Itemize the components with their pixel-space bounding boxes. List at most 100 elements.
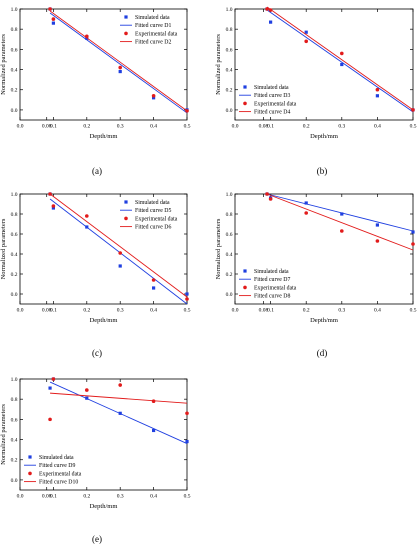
y-tick-label: 0.0 xyxy=(226,292,233,298)
legend-label: Simulated data xyxy=(254,269,289,275)
panel-label: (c) xyxy=(92,348,102,358)
y-tick-label: 0.4 xyxy=(226,68,233,74)
panel-label: (a) xyxy=(92,166,102,176)
legend-dot-swatch xyxy=(28,471,32,476)
x-tick-label: 0.4 xyxy=(374,308,381,314)
y-axis-title: Normalized parameters xyxy=(215,218,222,279)
data-point xyxy=(152,428,156,433)
x-tick-label: 0.2 xyxy=(83,308,90,314)
data-point xyxy=(304,211,309,215)
legend-dot-swatch xyxy=(243,101,247,106)
chart-panel-1: 0.0 0.080.1 0.2 0.3 0.4 0.5 0.0 0.2 0.4 0.6 0.8 1.0… xyxy=(0,7,191,176)
x-tick-label: 0.5 xyxy=(410,124,417,130)
y-tick-label: 0.6 xyxy=(226,232,233,238)
legend-label: Fitted curve D2 xyxy=(135,40,171,46)
data-point xyxy=(268,197,273,201)
legend-label: Fitted curve D5 xyxy=(135,208,171,214)
chart-panel-3: 0.0 0.080.1 0.2 0.3 0.4 0.5 0.0 0.2 0.4 0.6 0.8 1.0… xyxy=(0,192,191,358)
plot-frame xyxy=(234,8,414,121)
x-tick-label: 0.3 xyxy=(338,308,345,314)
chart-panel-5: 0.0 0.080.1 0.2 0.3 0.4 0.5 0.0 0.2 0.4 0.6 0.8 1.0… xyxy=(0,377,191,544)
data-point xyxy=(185,297,189,301)
y-tick-label: 0.6 xyxy=(11,232,18,238)
fitted-curve-line xyxy=(266,193,414,251)
x-tick-label: 0.08 xyxy=(42,124,52,130)
chart-panel-4: 0.0 0.080.1 0.2 0.3 0.4 0.5 0.0 0.2 0.4 0.6 0.8 1.0… xyxy=(215,192,417,358)
x-tick-label: 0.08 xyxy=(259,124,269,130)
legend-label: Experimental data xyxy=(135,31,178,37)
legend-dot-swatch xyxy=(124,216,128,221)
legend: Simulated data Fitted curve D3 Experimenta… xyxy=(239,85,297,116)
data-point xyxy=(411,230,415,234)
legend-label: Simulated data xyxy=(135,200,170,206)
legend: Simulated data Fitted curve D9 Experimenta… xyxy=(24,455,82,486)
y-tick-label: 0.0 xyxy=(11,292,18,298)
data-point xyxy=(48,7,52,11)
legend: Simulated data Fitted curve D7 Experimenta… xyxy=(239,269,297,300)
x-tick-label: 0.08 xyxy=(42,308,52,314)
y-tick-label: 0.0 xyxy=(11,478,18,484)
x-tick-label: 0.0 xyxy=(17,494,24,500)
y-axis-title: Normalized parameters xyxy=(0,218,7,279)
fitted-curve-line xyxy=(49,381,188,444)
legend-label: Simulated data xyxy=(135,15,170,21)
data-point xyxy=(118,251,122,255)
x-tick-label: 0.0 xyxy=(17,308,24,314)
y-tick-label: 0.8 xyxy=(11,212,18,218)
x-tick-label: 0.4 xyxy=(374,124,381,130)
data-point xyxy=(118,264,122,268)
legend-square-swatch xyxy=(28,455,32,459)
x-tick-label: 0.3 xyxy=(117,494,124,500)
y-tick-label: 0.2 xyxy=(11,272,18,278)
legend-dot-swatch xyxy=(124,31,128,36)
plot-frame xyxy=(19,8,188,121)
y-tick-label: 1.0 xyxy=(11,377,18,383)
x-tick-label: 0.2 xyxy=(303,308,310,314)
x-tick-label: 0.2 xyxy=(83,124,90,130)
data-point xyxy=(269,20,273,24)
x-tick-label: 0.1 xyxy=(50,124,57,130)
data-point xyxy=(51,21,55,25)
y-tick-label: 0.6 xyxy=(11,417,18,423)
y-tick-label: 0.4 xyxy=(11,252,18,258)
fitted-curve-line xyxy=(49,10,188,112)
x-tick-label: 0.4 xyxy=(150,124,157,130)
y-tick-label: 1.0 xyxy=(226,7,233,13)
data-point xyxy=(185,411,189,416)
legend-label: Fitted curve D7 xyxy=(254,277,290,283)
data-point xyxy=(85,388,89,392)
legend-label: Simulated data xyxy=(254,85,289,91)
fitted-curve-line xyxy=(50,392,188,404)
x-tick-label: 0.3 xyxy=(117,308,124,314)
data-point xyxy=(51,377,56,381)
legend-square-swatch xyxy=(124,200,128,204)
x-tick-label: 0.1 xyxy=(50,308,57,314)
data-point xyxy=(375,239,380,243)
y-tick-label: 1.0 xyxy=(226,192,233,198)
data-point xyxy=(48,417,52,422)
legend-label: Fitted curve D10 xyxy=(39,480,78,486)
data-point xyxy=(185,439,189,444)
legend-dot-swatch xyxy=(243,285,247,290)
legend-label: Fitted curve D1 xyxy=(135,23,171,29)
panel-label: (e) xyxy=(92,534,102,544)
x-axis-title: Depth/mm xyxy=(90,503,118,510)
x-tick-label: 0.1 xyxy=(50,494,57,500)
y-axis-title: Normalized parameters xyxy=(0,404,7,465)
x-axis-title: Depth/mm xyxy=(90,317,118,324)
data-point xyxy=(340,212,344,216)
legend-label: Experimental data xyxy=(39,471,82,477)
panel-label: (d) xyxy=(317,348,328,358)
legend-label: Fitted curve D9 xyxy=(39,463,75,469)
plot-frame xyxy=(19,193,188,305)
x-tick-label: 0.5 xyxy=(184,494,191,500)
legend-label: Simulated data xyxy=(39,455,74,461)
plot-frame xyxy=(19,378,188,491)
legend-square-swatch xyxy=(243,269,247,273)
legend-label: Experimental data xyxy=(254,285,297,291)
legend-square-swatch xyxy=(124,15,128,19)
x-tick-label: 0.0 xyxy=(232,124,239,130)
y-axis-title: Normalized parameters xyxy=(215,34,222,95)
y-tick-label: 0.8 xyxy=(11,27,18,33)
y-tick-label: 0.8 xyxy=(226,212,233,218)
